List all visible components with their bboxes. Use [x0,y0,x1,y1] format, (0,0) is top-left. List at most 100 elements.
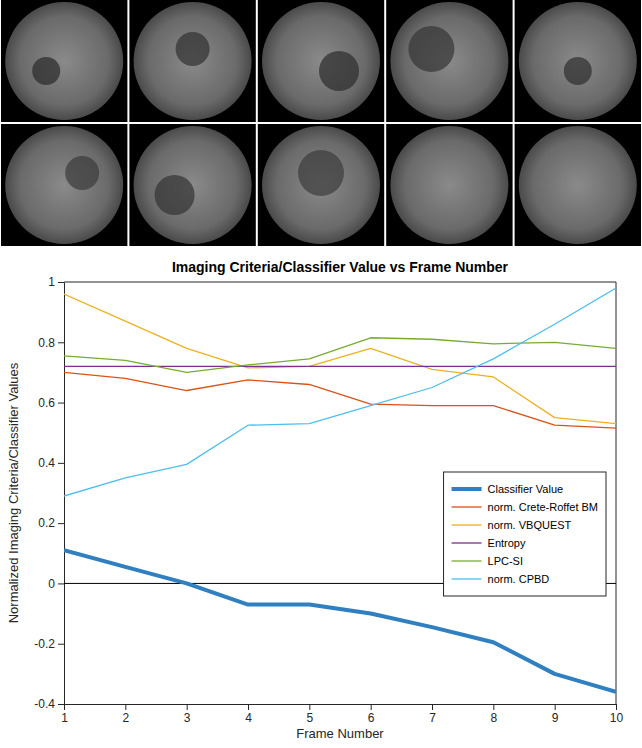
micrograph-bg [129,0,255,122]
legend-item: norm. CPBD [452,573,550,585]
tick-label: 2 [122,711,129,725]
tick: 0.6 [38,396,64,410]
tick-label: 7 [429,711,436,725]
series-line [64,288,616,496]
legend-label: Entropy [488,537,526,549]
tick: 2 [122,704,129,725]
micrograph-feature [298,150,344,196]
tick: 9 [552,704,559,725]
tick-label: 10 [610,711,624,725]
tick-label: 6 [368,711,375,725]
micrograph-bg [258,0,384,122]
tick: 6 [368,704,375,725]
legend-label: Classifier Value [488,483,564,495]
tick: 0.2 [38,516,64,530]
tick-mark [58,403,64,404]
tick-mark [58,463,64,464]
tick-mark [64,704,65,710]
tick: 5 [306,704,313,725]
plot-area [64,282,616,704]
legend-box [444,472,606,596]
axis-line [65,704,617,705]
micrograph-bg [386,0,512,122]
legend-item: Classifier Value [452,483,564,495]
series-line [64,366,616,367]
tick-label: 0 [48,577,55,591]
micrograph-bg [258,124,384,246]
series-line [64,372,616,428]
y-axis-title: Normalized Imaging Criteria/Classifier V… [6,362,21,623]
tick-mark [555,704,556,710]
tick: 10 [610,704,624,725]
tick-label: 0.8 [38,336,55,350]
tick: 7 [429,704,436,725]
micrograph-field [134,2,252,120]
tick: 0 [48,577,64,591]
micrograph [386,124,512,246]
legend-label: norm. Crete-Roffet BM [488,501,598,513]
axis-line [64,283,65,705]
micrograph-field [390,2,508,120]
tick-label: 0.2 [38,516,55,530]
micrograph-bg [1,124,127,246]
tick: 1 [61,704,68,725]
tick-mark [248,704,249,710]
y-axis: -0.4 -0.2 0 0.2 0.4 0.6 0.8 1 [34,275,64,711]
legend-swatch [452,506,482,507]
legend-item: norm. VBQUEST [452,519,572,531]
tick: -0.4 [34,697,64,711]
legend-label: norm. VBQUEST [488,519,572,531]
tick-label: -0.4 [34,697,55,711]
x-axis-title: Frame Number [296,726,384,741]
tick: -0.2 [34,637,64,651]
legend: Classifier Value norm. Crete-Roffet BM nor… [444,472,606,596]
chart: 1 2 3 4 5 6 7 8 9 10 -0.4 -0.2 0 0.2 0.4 0.6 0.8 1 Classif… [34,275,623,724]
tick: 0.8 [38,336,64,350]
series-lines [64,288,616,692]
micrograph-field [262,126,380,244]
micrograph-field [519,126,637,244]
micrograph-bg [129,124,255,246]
tick: 3 [184,704,191,725]
micrograph-field [134,126,252,244]
micrograph [258,0,384,122]
tick-label: 9 [552,711,559,725]
micrograph-field [519,2,637,120]
tick-label: 0.6 [38,396,55,410]
frame [616,282,617,704]
tick: 1 [48,275,64,289]
tick-label: 5 [306,711,313,725]
series-line [64,338,616,373]
tick: 8 [490,704,497,725]
micrograph-bg [515,124,641,246]
micrograph-feature [176,32,210,66]
series-line [64,294,616,424]
micrograph [258,124,384,246]
micrograph [515,124,641,246]
legend-swatch [452,487,482,491]
micrograph-bg [1,0,127,122]
tick: 4 [245,704,252,725]
legend-item: Entropy [452,537,526,549]
tick: 0.4 [38,456,64,470]
legend-item: LPC-SI [452,555,523,567]
tick-label: 4 [245,711,252,725]
tick-mark [616,704,617,710]
micrograph [386,0,512,122]
tick-label: 1 [61,711,68,725]
legend-swatch [452,524,482,525]
tick-mark [58,704,64,705]
tick-mark [187,704,188,710]
legend-item: norm. Crete-Roffet BM [452,501,598,513]
micrograph-feature [65,156,99,190]
micrograph-bg [386,124,512,246]
tick-mark [58,644,64,645]
tick-mark [309,704,310,710]
tick-mark [58,523,64,524]
tick-mark [58,583,64,584]
micrograph-field [262,2,380,120]
micrograph-feature [564,57,592,85]
micrograph-field [390,126,508,244]
micrograph [515,0,641,122]
frame [64,282,616,283]
